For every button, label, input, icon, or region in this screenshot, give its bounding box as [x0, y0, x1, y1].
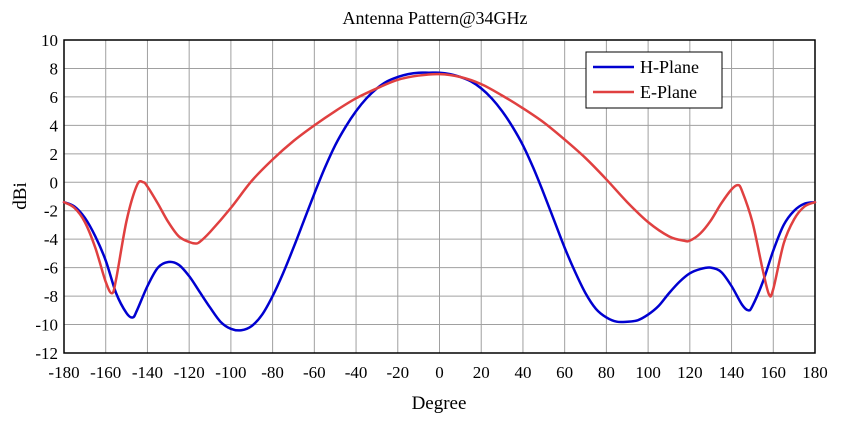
x-tick-label: -60	[303, 363, 326, 382]
y-tick-label: -2	[44, 202, 58, 221]
x-axis-ticks: -180 -160 -140 -120 -100 -80 -60 -40 -20 0 20 40 60 8…	[48, 363, 827, 382]
series-line-h-plane	[62, 71, 817, 332]
x-tick-label: 120	[677, 363, 703, 382]
y-tick-label: 2	[50, 145, 59, 164]
x-tick-label: 40	[514, 363, 531, 382]
legend-box	[585, 51, 723, 109]
x-tick-label: 60	[556, 363, 573, 382]
x-tick-label: -120	[174, 363, 205, 382]
x-tick-label: -80	[261, 363, 284, 382]
y-tick-label: 10	[41, 31, 58, 50]
plot-area-frame	[63, 39, 816, 354]
x-tick-label: -140	[132, 363, 163, 382]
y-axis-ticks: -12 -10 -8 -6 -4 -2 0 2 4 6 8 10	[35, 31, 58, 363]
x-tick-label: 160	[761, 363, 787, 382]
y-tick-label: -12	[35, 344, 58, 363]
x-tick-label: -40	[345, 363, 368, 382]
y-tick-label: 6	[50, 88, 59, 107]
x-tick-label: 100	[635, 363, 661, 382]
series	[62, 71, 817, 332]
y-tick-label: 4	[50, 116, 59, 135]
legend: H-Plane E-Plane	[585, 51, 723, 109]
series-line-e-plane	[62, 72, 817, 298]
x-axis-title: Degree	[412, 393, 467, 414]
x-tick-label: -160	[90, 363, 121, 382]
x-tick-label: 180	[802, 363, 828, 382]
x-tick-label: 0	[435, 363, 444, 382]
chart-title: Antenna Pattern@34GHz	[342, 8, 527, 28]
y-tick-label: -6	[44, 259, 58, 278]
legend-label-h-plane: H-Plane	[640, 57, 699, 77]
legend-label-e-plane: E-Plane	[640, 82, 697, 102]
y-tick-label: -4	[44, 230, 59, 249]
y-tick-label: -8	[44, 287, 58, 306]
y-tick-label: 0	[50, 173, 59, 192]
x-tick-label: -20	[386, 363, 409, 382]
y-axis-title: dBi	[10, 182, 31, 209]
x-tick-label: 20	[473, 363, 490, 382]
x-tick-label: 140	[719, 363, 745, 382]
x-tick-label: 80	[598, 363, 615, 382]
x-tick-label: -100	[215, 363, 246, 382]
y-tick-label: 8	[50, 59, 59, 78]
y-tick-label: -10	[35, 316, 58, 335]
x-tick-label: -180	[48, 363, 79, 382]
